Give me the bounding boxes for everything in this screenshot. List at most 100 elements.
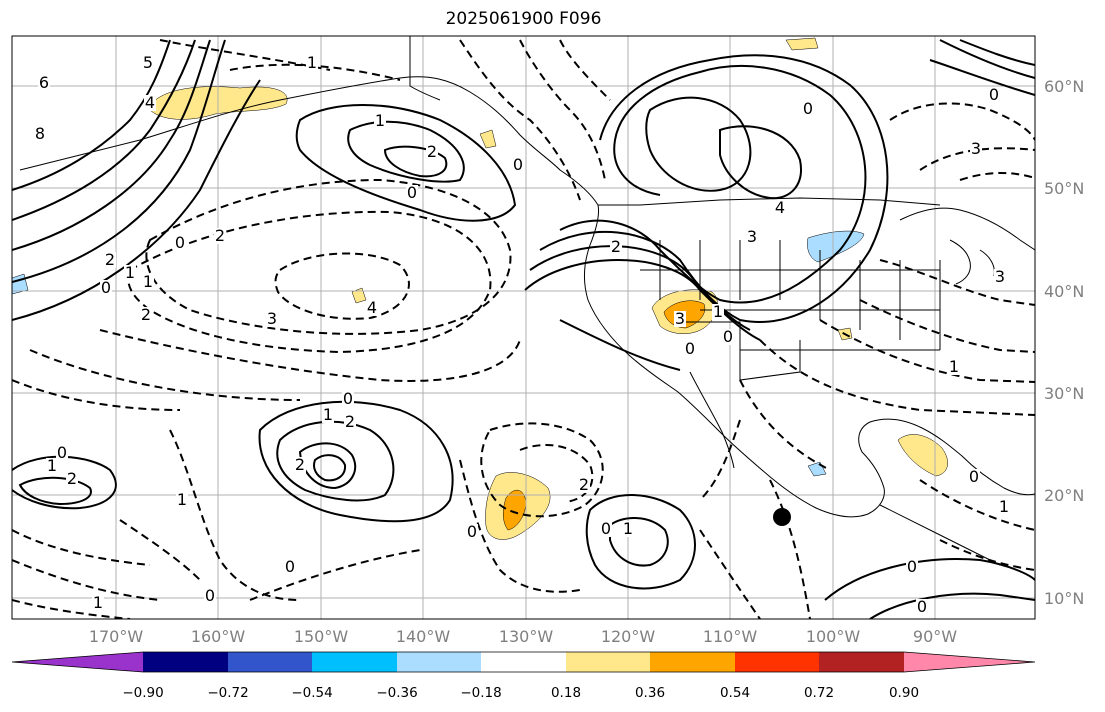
lon-label-130w: 130°W: [499, 627, 554, 646]
colorbar-tick-label: −0.54: [291, 685, 332, 701]
contour-label-bg: [916, 599, 928, 615]
contour-label: 2: [295, 455, 305, 474]
contour-label: 0: [101, 278, 111, 297]
contour-label: 2: [427, 142, 437, 161]
colorbar-segment: [566, 652, 650, 672]
contour-label-bg: [66, 471, 78, 487]
contour-label: 1: [375, 111, 385, 130]
contour-label-bg: [366, 300, 378, 316]
lon-label-110w: 110°W: [703, 627, 758, 646]
contour-label-bg: [214, 228, 226, 244]
contour-label: 0: [205, 586, 215, 605]
contour-label: 8: [35, 124, 45, 143]
colorbar-segment: [397, 652, 481, 672]
contour-label-bg: [204, 588, 216, 604]
lat-label-30: 30°N: [1044, 384, 1084, 403]
lon-label-170w: 170°W: [89, 627, 144, 646]
colorbar-segment: [143, 652, 228, 672]
contour-label: 2: [105, 250, 115, 269]
colorbar-tick-label: 0.36: [635, 685, 665, 701]
contour-label-bg: [512, 157, 524, 173]
contour-label: 2: [611, 237, 621, 256]
colorbar-outline: [11, 651, 1036, 673]
colorbar-segments: [11, 651, 1036, 673]
lat-label-60: 60°N: [1044, 77, 1084, 96]
lat-label-10: 10°N: [1044, 589, 1084, 608]
contour-label: 0: [969, 467, 979, 486]
contour-label-bg: [104, 252, 116, 268]
contour-label: 5: [143, 53, 153, 72]
contour-label: 0: [601, 519, 611, 538]
contour-label: 1: [177, 490, 187, 509]
contour-label-bg: [322, 407, 334, 423]
contour-label: 0: [723, 327, 733, 346]
contour-label: 1: [623, 519, 633, 538]
dashed-contours: [12, 39, 1035, 619]
contour-label-bg: [342, 391, 354, 407]
contour-label-bg: [124, 265, 136, 281]
contour-label-bg: [344, 414, 356, 430]
colorbar-segment: [228, 652, 312, 672]
colorbar-tick-label: 0.54: [720, 685, 750, 701]
contour-label: 2: [215, 226, 225, 245]
contour-label-bg: [406, 185, 418, 201]
contour-label: 0: [343, 389, 353, 408]
contour-label-bg: [994, 269, 1006, 285]
colorbar-segment: [904, 652, 1035, 672]
latitude-labels: 60°N 50°N 40°N 30°N 20°N 10°N: [1044, 77, 1084, 608]
colorbar-segment: [481, 652, 566, 672]
contour-label: 1: [93, 593, 103, 612]
contour-label-bg: [948, 359, 960, 375]
contour-label: 0: [513, 155, 523, 174]
contour-label-bg: [306, 55, 318, 71]
contour-label: 2: [345, 412, 355, 431]
colorbar-segment: [735, 652, 819, 672]
contour-label-bg: [746, 229, 758, 245]
colorbar-tick-label: 0.18: [551, 685, 581, 701]
contour-label-bg: [294, 457, 306, 473]
contour-label-bg: [426, 144, 438, 160]
contour-label-bg: [466, 524, 478, 540]
contour-label-bg: [176, 492, 188, 508]
contour-label: 0: [285, 557, 295, 576]
contour-label: 3: [971, 139, 981, 158]
colorbar-tick-label: −0.72: [207, 685, 248, 701]
contour-label-bg: [970, 141, 982, 157]
lon-label-90w: 90°W: [913, 627, 957, 646]
contour-label: 0: [989, 85, 999, 104]
contour-label-bg: [374, 113, 386, 129]
contour-label-bg: [46, 458, 58, 474]
contour-label: 1: [307, 53, 317, 72]
contour-label-bg: [610, 239, 622, 255]
contour-label: 3: [995, 267, 1005, 286]
contour-label: 1: [143, 272, 153, 291]
contour-label: 0: [467, 522, 477, 541]
contour-label-bg: [906, 559, 918, 575]
colorbar-tick-labels: −0.90 −0.72 −0.54 −0.36 −0.18 0.18 0.36 …: [122, 685, 919, 701]
solid-contours: [12, 39, 1035, 619]
contour-label: 0: [685, 339, 695, 358]
lat-label-50: 50°N: [1044, 179, 1084, 198]
contour-label: 0: [407, 183, 417, 202]
map-title: 2025061900 F096: [445, 9, 602, 29]
lon-label-100w: 100°W: [806, 627, 861, 646]
lon-label-150w: 150°W: [294, 627, 349, 646]
contour-label: 0: [917, 597, 927, 616]
contour-label-bg: [142, 274, 154, 290]
longitude-labels: 170°W 160°W 150°W 140°W 130°W 120°W 110°…: [89, 627, 957, 646]
coastlines: [19, 36, 1035, 566]
contour-label: 4: [775, 198, 785, 217]
contour-label: 1: [323, 405, 333, 424]
contour-label-bg: [998, 499, 1010, 515]
contour-label: 2: [67, 469, 77, 488]
contour-label-bg: [142, 55, 154, 71]
contour-label-bg: [684, 341, 696, 357]
lon-label-120w: 120°W: [601, 627, 656, 646]
contour-label: 4: [367, 298, 377, 317]
lat-label-40: 40°N: [1044, 282, 1084, 301]
contour-label: 0: [907, 557, 917, 576]
contour-label-bg: [174, 235, 186, 251]
contour-label-bg: [38, 75, 50, 91]
contour-label-bg: [674, 311, 686, 327]
